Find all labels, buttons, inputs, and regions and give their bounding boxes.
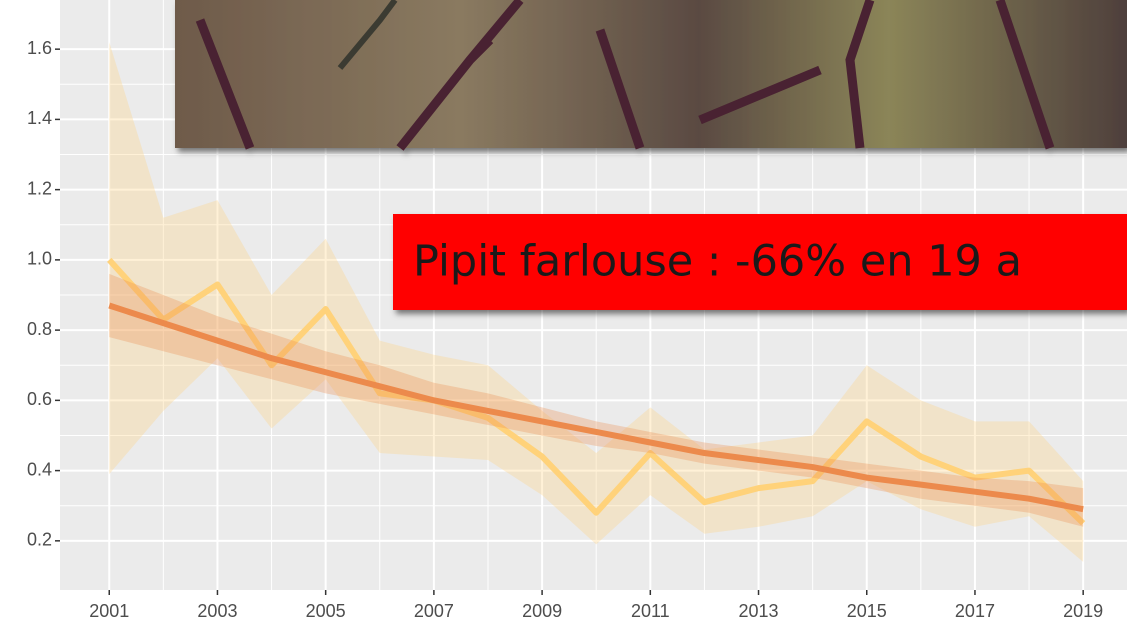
x-tick-label: 2007 [414, 601, 454, 621]
x-tick-label: 2003 [197, 601, 237, 621]
y-tick-label: 1.0 [27, 249, 52, 269]
y-tick-label: 1.2 [27, 178, 52, 198]
x-tick-label: 2013 [739, 601, 779, 621]
x-tick-label: 2005 [306, 601, 346, 621]
x-tick-label: 2017 [955, 601, 995, 621]
x-tick-label: 2019 [1063, 601, 1103, 621]
chart: Pipit farlouse : -66% en 19 a 0.2 0.4 0.6 0… [0, 0, 1127, 628]
x-tick-label: 2011 [631, 601, 670, 621]
y-tick-label: 0.8 [27, 319, 52, 339]
y-tick-label: 0.6 [27, 389, 52, 409]
x-tick-label: 2015 [847, 601, 887, 621]
annotation: Pipit farlouse : -66% en 19 a [413, 237, 1022, 287]
photo [175, 0, 1127, 148]
x-tick-label: 2001 [89, 601, 129, 621]
x-tick-label: 2009 [522, 601, 562, 621]
y-tick-label: 0.4 [27, 459, 52, 479]
y-tick-label: 1.4 [27, 108, 52, 128]
y-tick-label: 1.6 [27, 38, 52, 58]
page: {"chart_data": {"type": "line", "annotat… [0, 0, 1127, 628]
y-tick-label: 0.2 [27, 530, 52, 550]
